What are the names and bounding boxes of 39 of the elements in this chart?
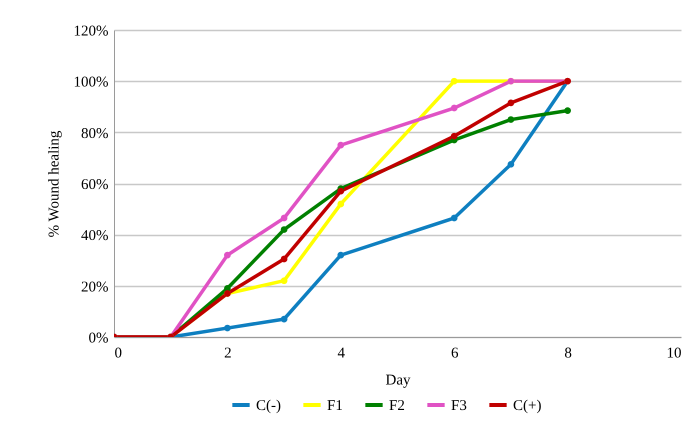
point xyxy=(337,200,344,208)
point xyxy=(450,214,458,222)
point xyxy=(450,104,458,112)
point xyxy=(337,188,344,195)
point xyxy=(508,116,514,123)
point xyxy=(450,78,458,85)
point xyxy=(280,256,288,262)
point xyxy=(224,324,231,332)
x-tick-label: 4 xyxy=(338,346,346,362)
y-tick-label: 120% xyxy=(74,24,108,40)
point xyxy=(280,214,288,222)
point xyxy=(337,252,344,258)
point xyxy=(564,107,571,114)
legend-label: C(+) xyxy=(513,398,542,414)
x-tick-label: 6 xyxy=(450,346,459,362)
y-tick-label: 20% xyxy=(81,279,108,296)
y-axis-title: % Wound healing xyxy=(46,130,63,238)
legend-label: F2 xyxy=(389,398,405,414)
point xyxy=(508,100,514,106)
legend-label: C(-) xyxy=(256,398,281,414)
legend-label: F1 xyxy=(327,398,343,414)
point xyxy=(280,226,288,233)
x-tick-label: 8 xyxy=(564,346,572,362)
x-tick-label: 0 xyxy=(114,346,122,362)
x-tick-label: 10 xyxy=(666,346,682,362)
y-tick-label: 100% xyxy=(74,74,108,91)
x-tick-label: 2 xyxy=(224,346,232,362)
y-tick-label: 0% xyxy=(88,330,108,346)
y-tick-label: 60% xyxy=(81,177,108,193)
point xyxy=(508,160,514,168)
point xyxy=(280,316,288,322)
x-axis-title: Day xyxy=(386,372,411,388)
y-tick-label: 80% xyxy=(81,126,108,142)
legend-label: F3 xyxy=(451,398,467,414)
point xyxy=(337,142,344,148)
point xyxy=(450,132,458,140)
point xyxy=(280,277,288,284)
y-tick-label: 40% xyxy=(81,228,108,244)
point xyxy=(224,252,231,258)
